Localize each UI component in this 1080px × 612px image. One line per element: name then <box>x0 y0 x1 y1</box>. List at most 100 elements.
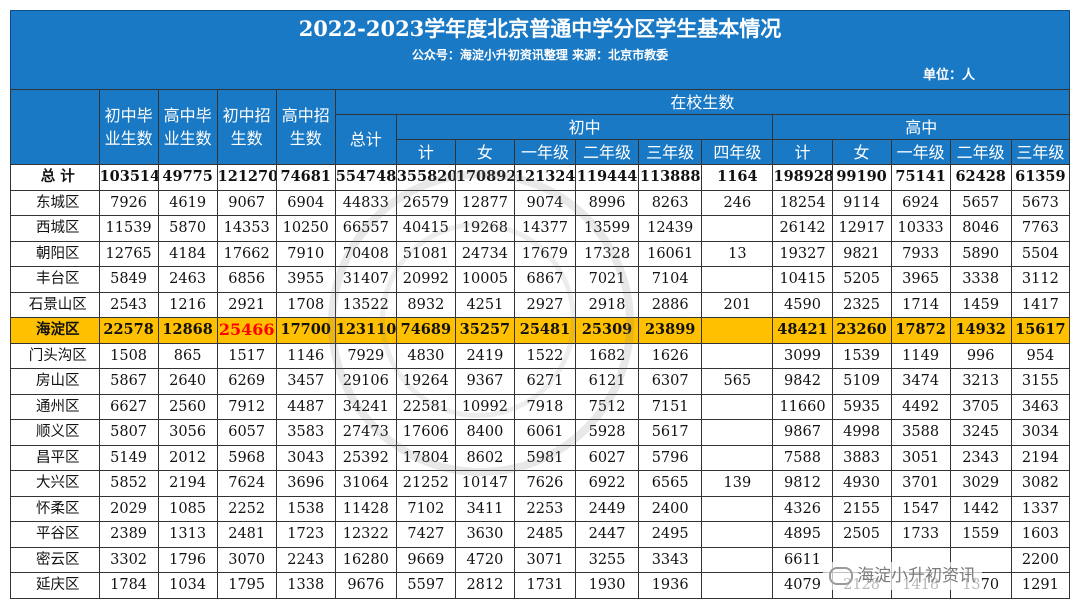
data-cell <box>701 521 774 548</box>
data-cell: 8932 <box>395 291 456 318</box>
data-cell: 6924 <box>890 189 951 216</box>
district-row: 西城区 11539 5870 14353 10250 66557 40415 19268 143… <box>10 215 1071 242</box>
data-cell: 8263 <box>638 189 703 216</box>
data-cell: 5657 <box>949 189 1012 216</box>
data-cell: 10333 <box>890 215 951 242</box>
data-cell: 6271 <box>513 368 577 395</box>
data-cell: 13 <box>701 240 774 267</box>
data-cell: 9074 <box>513 189 577 216</box>
data-cell: 5935 <box>831 393 892 420</box>
district-name: 西城区 <box>10 215 100 242</box>
data-cell: 49775 <box>157 164 218 191</box>
data-cell: 3112 <box>1010 266 1071 293</box>
header-in-school: 在校生数 <box>334 89 1071 115</box>
unit-label: 单位：人 <box>922 68 975 83</box>
data-cell: 4487 <box>275 393 336 420</box>
data-cell: 4326 <box>772 495 833 522</box>
district-name: 昌平区 <box>10 444 100 471</box>
data-cell: 11539 <box>98 215 159 242</box>
data-cell: 5205 <box>831 266 892 293</box>
data-cell: 201 <box>701 291 774 318</box>
district-row: 海淀区 22578 12868 25466 17700 123110 74689 35257 2… <box>10 317 1071 344</box>
data-cell: 17679 <box>513 240 577 267</box>
data-cell: 1784 <box>98 572 159 599</box>
data-cell: 12868 <box>157 317 218 344</box>
data-cell: 3474 <box>890 368 951 395</box>
header-jh-grad: 初中毕业生数 <box>98 89 159 165</box>
data-cell: 3056 <box>157 419 218 446</box>
data-cell: 246 <box>701 189 774 216</box>
data-cell: 1508 <box>98 342 159 369</box>
data-cell: 1149 <box>890 342 951 369</box>
data-cell: 3583 <box>275 419 336 446</box>
data-cell: 5796 <box>638 444 703 471</box>
subheader-cell: 三年级 <box>1010 139 1071 165</box>
data-cell: 5852 <box>98 470 159 497</box>
district-name: 总 计 <box>10 164 100 191</box>
data-cell: 24734 <box>454 240 515 267</box>
data-cell: 1216 <box>157 291 218 318</box>
data-cell: 13522 <box>334 291 397 318</box>
data-cell: 6057 <box>216 419 277 446</box>
data-cell <box>701 572 774 599</box>
district-row: 通州区 6627 2560 7912 4487 34241 22581 10992 7918 75… <box>10 393 1071 420</box>
data-cell: 865 <box>157 342 218 369</box>
data-cell: 4930 <box>831 470 892 497</box>
data-cell: 74681 <box>275 164 336 191</box>
data-cell: 1337 <box>1010 495 1071 522</box>
data-cell: 11660 <box>772 393 833 420</box>
data-cell: 3705 <box>949 393 1012 420</box>
data-cell: 2243 <box>275 546 336 573</box>
data-cell: 23260 <box>831 317 892 344</box>
data-cell: 66557 <box>334 215 397 242</box>
data-cell: 7626 <box>513 470 577 497</box>
data-cell: 2543 <box>98 291 159 318</box>
data-cell: 121270 <box>216 164 277 191</box>
data-cell: 31407 <box>334 266 397 293</box>
data-cell: 12765 <box>98 240 159 267</box>
data-cell: 2012 <box>157 444 218 471</box>
header-total: 总计 <box>334 114 397 165</box>
data-cell: 3463 <box>1010 393 1071 420</box>
data-cell: 7933 <box>890 240 951 267</box>
data-cell: 2640 <box>157 368 218 395</box>
data-cell: 554748 <box>334 164 397 191</box>
data-cell: 14353 <box>216 215 277 242</box>
data-cell: 6856 <box>216 266 277 293</box>
data-cell: 9114 <box>831 189 892 216</box>
data-cell: 5673 <box>1010 189 1071 216</box>
data-cell: 17662 <box>216 240 277 267</box>
header-senior: 高中 <box>772 114 1070 140</box>
data-cell: 3070 <box>216 546 277 573</box>
data-cell: 4895 <box>772 521 833 548</box>
data-cell: 2495 <box>638 521 703 548</box>
subheader-cell: 四年级 <box>701 139 774 165</box>
data-cell: 25392 <box>334 444 397 471</box>
data-cell: 355820 <box>395 164 456 191</box>
district-name: 丰台区 <box>10 266 100 293</box>
data-cell: 7912 <box>216 393 277 420</box>
data-cell: 2194 <box>1010 444 1071 471</box>
data-cell: 6269 <box>216 368 277 395</box>
data-cell: 2252 <box>216 495 277 522</box>
data-cell: 10005 <box>454 266 515 293</box>
district-name: 石景山区 <box>10 291 100 318</box>
data-cell: 7763 <box>1010 215 1071 242</box>
data-cell: 4619 <box>157 189 218 216</box>
data-cell <box>701 393 774 420</box>
data-cell: 3411 <box>454 495 515 522</box>
data-cell: 5867 <box>98 368 159 395</box>
data-cell: 2419 <box>454 342 515 369</box>
data-cell: 17872 <box>890 317 951 344</box>
data-cell: 3965 <box>890 266 951 293</box>
district-row: 大兴区 5852 2194 7624 3696 31064 21252 10147 7626 69… <box>10 470 1071 497</box>
data-cell: 25481 <box>513 317 577 344</box>
district-name: 东城区 <box>10 189 100 216</box>
wechat-watermark: 海淀小升初资讯 <box>823 562 982 590</box>
data-cell: 9067 <box>216 189 277 216</box>
data-cell <box>701 546 774 573</box>
data-cell: 6867 <box>513 266 577 293</box>
data-cell: 20992 <box>395 266 456 293</box>
data-cell: 2560 <box>157 393 218 420</box>
data-cell: 17804 <box>395 444 456 471</box>
